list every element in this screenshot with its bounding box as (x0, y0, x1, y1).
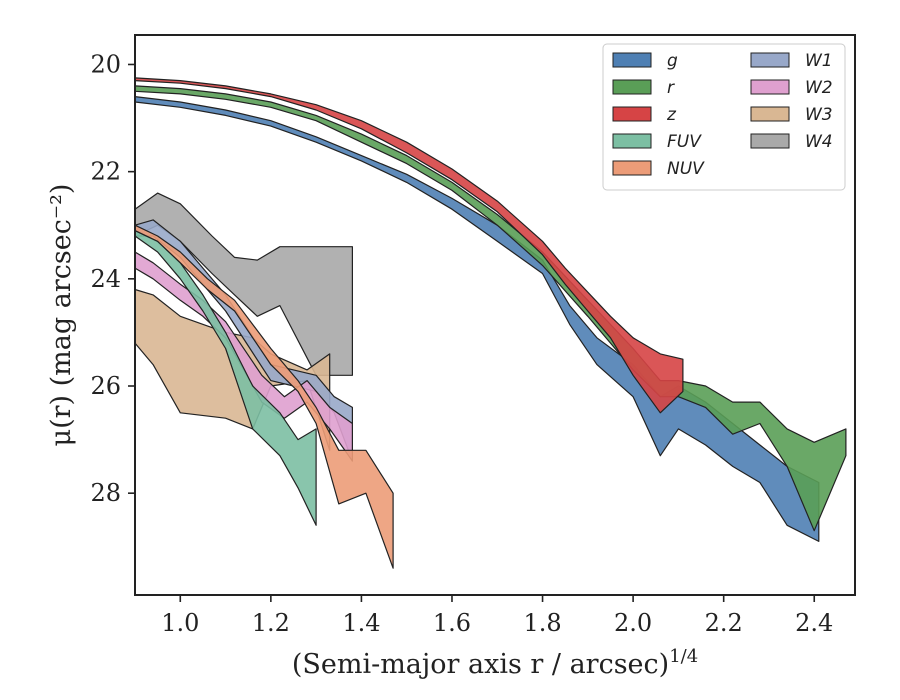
legend-swatch-g (612, 52, 652, 68)
legend-label-NUV: NUV (667, 159, 705, 179)
y-tick-label: 24 (90, 265, 121, 293)
legend-label-W3: W3 (805, 105, 833, 125)
legend-label-W4: W4 (805, 132, 833, 152)
legend-label-g: g (667, 51, 678, 71)
legend-swatch-NUV (612, 160, 652, 176)
band-NUV (134, 224, 394, 569)
profile-bands (134, 77, 847, 569)
x-tick-label: 1.4 (342, 609, 380, 637)
legend-label-W1: W1 (805, 51, 833, 71)
x-tick-label: 1.2 (252, 609, 290, 637)
x-axis: 1.0 1.2 1.4 1.6 1.8 2.0 2.2 2.4 (161, 595, 833, 637)
x-tick-label: 1.0 (161, 609, 199, 637)
legend-swatch-W4 (750, 133, 790, 149)
x-tick-label: 2.0 (614, 609, 652, 637)
legend-swatch-z (612, 106, 652, 122)
x-axis-label-exponent: 1/4 (669, 646, 698, 667)
legend-label-FUV: FUV (667, 132, 702, 152)
x-tick-label: 1.8 (523, 609, 561, 637)
y-tick-label: 20 (90, 50, 121, 78)
legend-swatch-FUV (612, 133, 652, 149)
x-axis-label: (Semi-major axis r / arcsec)1/4 (292, 646, 698, 680)
legend-swatch-r (612, 79, 652, 95)
band-r (134, 85, 847, 532)
y-axis: 20 22 24 26 28 (90, 50, 135, 507)
legend-swatch-W2 (750, 79, 790, 95)
band-z (134, 77, 684, 414)
legend-swatch-W1 (750, 52, 790, 68)
y-tick-label: 22 (90, 158, 121, 186)
band-g (134, 95, 820, 543)
x-tick-label: 2.2 (705, 609, 743, 637)
legend-label-z: z (666, 105, 677, 125)
legend-swatch-W3 (750, 106, 790, 122)
band-FUV (134, 230, 317, 526)
plot-frame (134, 34, 856, 596)
y-axis-label: μ(r) (mag arcsec⁻²) (46, 184, 77, 447)
legend: grz FUV NUV W1 W2 W3 W4 (602, 43, 846, 191)
legend-label-r: r (667, 78, 675, 98)
legend-label-W2: W2 (805, 78, 833, 98)
x-axis-label-text: (Semi-major axis r / arcsec) (292, 649, 669, 680)
y-tick-label: 28 (90, 479, 121, 507)
y-tick-label: 26 (90, 372, 121, 400)
x-tick-label: 1.6 (433, 609, 471, 637)
x-tick-label: 2.4 (795, 609, 833, 637)
